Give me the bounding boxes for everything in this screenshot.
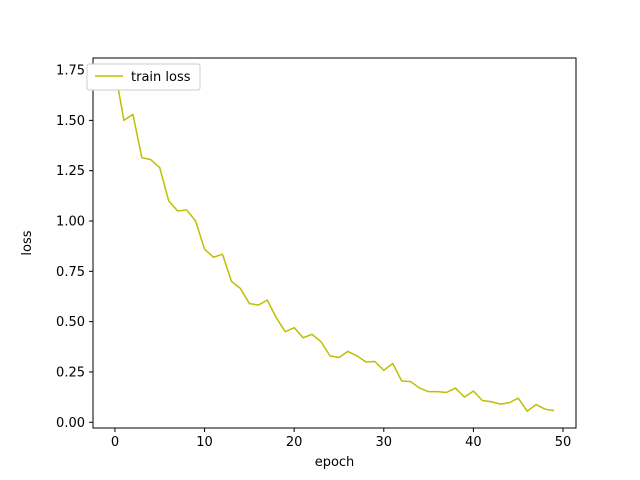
y-tick-label: 1.25 [56, 164, 85, 179]
y-tick-label: 0.50 [56, 315, 85, 330]
x-axis: 0 10 20 30 40 50 [111, 428, 571, 450]
legend: train loss [86, 63, 201, 91]
y-axis-title: loss [20, 230, 35, 255]
plot-area-frame [92, 57, 577, 429]
x-tick-label: 40 [465, 435, 482, 450]
y-axis: 0.00 0.25 0.50 0.75 1.00 1.25 1.50 1.75 [56, 64, 93, 431]
y-tick-label: 1.00 [56, 215, 85, 230]
y-tick-label: 0.00 [56, 416, 85, 431]
x-tick-label: 30 [376, 435, 393, 450]
legend-label: train loss [131, 70, 191, 85]
x-tick-label: 20 [286, 435, 303, 450]
series-line-0 [114, 69, 555, 412]
y-tick-label: 0.25 [56, 365, 85, 380]
x-tick-label: 50 [555, 435, 572, 450]
x-tick-label: 0 [111, 435, 119, 450]
y-tick-label: 1.75 [56, 64, 85, 79]
legend-box [86, 63, 201, 91]
y-tick-label: 1.50 [56, 114, 85, 129]
x-axis-title: epoch [315, 455, 355, 470]
y-tick-label: 0.75 [56, 265, 85, 280]
series-layer [114, 69, 555, 412]
x-tick-label: 10 [196, 435, 213, 450]
